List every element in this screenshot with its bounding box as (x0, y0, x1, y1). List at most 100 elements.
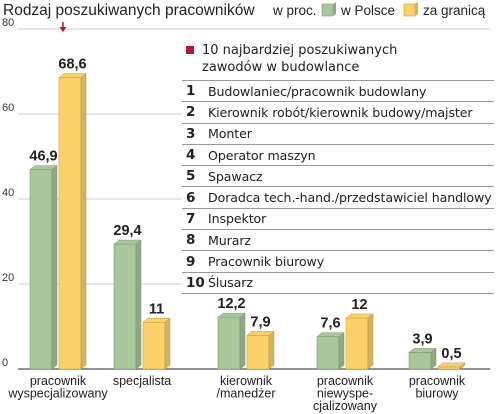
top10-row: 10 Ślusarz (182, 273, 494, 294)
selected-category-marker (59, 22, 67, 32)
category-label: wyspecjalizowany (7, 387, 108, 401)
value-label: 29,4 (113, 223, 141, 239)
top10-list: 1 Budowlaniec/pracownik budowlany 2 Kierown… (182, 81, 494, 294)
bar (408, 347, 437, 370)
bars (29, 72, 466, 370)
top10-job: Inspektor (208, 211, 267, 227)
bar-top (408, 348, 437, 353)
top10-marker (186, 46, 194, 54)
bar-top (113, 239, 142, 245)
top10-job: Kierownik robót/kierownik budowy/majster (208, 104, 473, 120)
legend-swatch-side (415, 2, 418, 16)
bar-side (239, 312, 246, 370)
top10-job: Monter (208, 126, 252, 142)
top10-rank: 9 (186, 253, 196, 270)
value-label: 11 (149, 301, 164, 317)
bar-front (58, 77, 82, 370)
top10-row: 1 Budowlaniec/pracownik budowlany (182, 81, 494, 103)
value-label: 0,5 (441, 346, 461, 362)
category-label: pracownik (317, 374, 374, 388)
value-label: 68,6 (58, 56, 86, 72)
value-label: 3,9 (412, 331, 432, 347)
y-tick-label: 80 (2, 17, 14, 29)
bar-side (268, 330, 275, 370)
category-label: cjalizowany (313, 399, 378, 413)
top10-row: 6 Doradca tech.-hand./przedstawiciel hand… (182, 187, 494, 209)
top10-job: Ślusarz (208, 275, 253, 291)
legend-label: w Polsce (340, 3, 395, 18)
y-tick-label: 0 (2, 357, 8, 369)
top10-rank: 8 (186, 232, 196, 249)
top10-rank: 2 (186, 104, 196, 121)
bar-front (437, 366, 461, 370)
bar-front (316, 336, 340, 370)
bar-front (29, 169, 53, 370)
top10-rank: 10 (186, 274, 205, 291)
bar-top (29, 165, 58, 170)
top10-row: 3 Monter (182, 124, 494, 145)
bar-side (164, 317, 171, 370)
top10-job: Spawacz (208, 168, 263, 184)
bar (246, 330, 275, 370)
category-label: pracownik (409, 374, 466, 388)
bar-top (437, 362, 466, 368)
value-label: 46,9 (29, 149, 57, 165)
top10-box: 10 najbardziej poszukiwanych zawodów w b… (182, 40, 494, 294)
top10-job: Operator maszyn (208, 147, 316, 163)
top10-row: 7 Inspektor (182, 209, 494, 231)
bar (58, 72, 87, 370)
bar-top (316, 332, 345, 337)
top10-rank: 5 (186, 168, 196, 185)
chart-header: Rodzaj poszukiwanych pracowników w proc.… (3, 2, 486, 32)
top10-row: 5 Spawacz (182, 166, 494, 188)
bar-side (135, 239, 142, 370)
bar-front (408, 352, 432, 370)
top10-title-line-2: zawodów w budowlance (202, 60, 360, 75)
category-label: niewyspe- (317, 387, 373, 401)
value-label: 12,2 (217, 296, 245, 312)
top10-rank: 3 (186, 125, 196, 142)
value-labels: 46,9 29,4 12,2 7,6 3,9 68,6 11 7,9 1 2 0,5 (29, 56, 461, 361)
category-label: /manedżer (216, 387, 275, 401)
category-label: pracownik (30, 374, 87, 388)
top10-job: Murarz (208, 232, 251, 248)
bar-side (367, 313, 374, 370)
category-label: biurowy (415, 387, 459, 401)
top10-rank: 1 (186, 83, 196, 100)
category-label: specjalista (113, 374, 171, 388)
top10-row: 9 Pracownik biurowy (182, 251, 494, 273)
value-label: 7,6 (320, 316, 340, 332)
bar (29, 165, 58, 370)
top10-rank: 7 (186, 210, 196, 227)
value-label: 7,9 (250, 314, 270, 330)
top10-job: Doradca tech.-hand./przedstawiciel handl… (208, 190, 492, 206)
legend-swatch (403, 3, 416, 17)
bar-side (80, 72, 87, 370)
bar-top (58, 73, 87, 78)
bar (142, 317, 171, 370)
y-axis-ticks: 0 20 40 60 80 (2, 17, 14, 369)
legend-swatch-side (333, 2, 336, 16)
bar-front (113, 243, 137, 370)
top10-title-line-1: 10 najbardziej poszukiwanych (202, 43, 398, 58)
top10-row: 2 Kierownik robót/kierownik budowy/majste… (182, 102, 494, 124)
bar-top (246, 331, 275, 336)
bar (437, 362, 466, 370)
bar (345, 313, 374, 370)
legend-item: w Polsce (321, 2, 395, 18)
y-tick-label: 20 (2, 272, 14, 284)
bar (113, 239, 142, 370)
top10-job: Budowlaniec/pracownik budowlany (208, 83, 427, 99)
y-tick-label: 40 (2, 187, 14, 199)
bar-side (338, 332, 345, 370)
legend-swatch (321, 3, 334, 17)
bar-top (217, 312, 246, 318)
top10-rank: 6 (186, 189, 196, 206)
bar (217, 312, 246, 370)
top10-row: 4 Operator maszyn (182, 145, 494, 167)
category-label: kierownik (220, 374, 273, 388)
bar-side (51, 165, 58, 370)
unit-label: w proc. (272, 3, 317, 18)
